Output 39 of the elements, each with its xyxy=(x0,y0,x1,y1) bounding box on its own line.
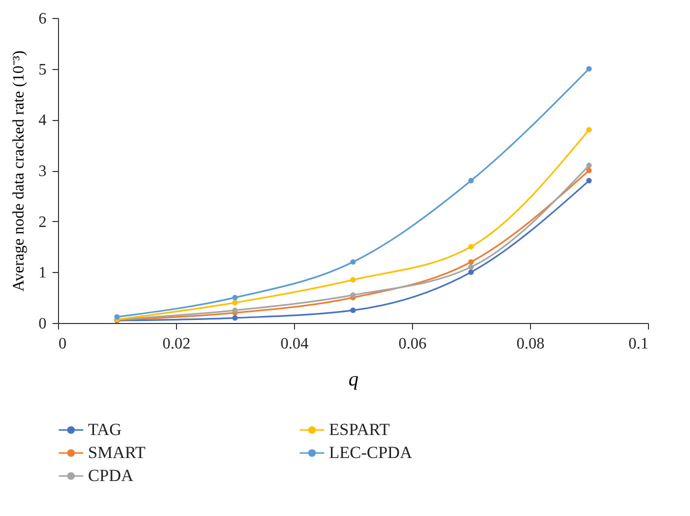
legend-label: CPDA xyxy=(88,466,134,485)
point xyxy=(586,168,592,174)
point xyxy=(468,244,474,250)
x-tick-label: 0.1 xyxy=(628,336,648,352)
point xyxy=(586,127,592,133)
y-tick-label: 2 xyxy=(38,214,46,231)
point xyxy=(468,178,474,184)
legend-label: SMART xyxy=(88,443,146,462)
y-tick-label: 0 xyxy=(38,316,46,332)
point xyxy=(350,292,356,298)
y-tick-label: 3 xyxy=(38,163,46,180)
point xyxy=(468,269,474,275)
y-tick-label: 4 xyxy=(38,112,46,130)
point xyxy=(232,315,238,321)
y-tick-label: 1 xyxy=(38,264,46,282)
point xyxy=(232,308,238,314)
x-axis-title: q xyxy=(348,368,358,390)
x-tick-label: 0.06 xyxy=(398,336,426,352)
point xyxy=(232,300,238,306)
point xyxy=(350,259,356,265)
legend-label: ESPART xyxy=(329,420,390,439)
point xyxy=(468,264,474,270)
x-tick-label: 0 xyxy=(58,336,66,352)
point xyxy=(350,277,356,283)
point xyxy=(114,314,120,320)
y-tick-label: 5 xyxy=(38,61,46,78)
point xyxy=(586,162,592,168)
y-axis-title: Average node data cracked rate (10⁻³) xyxy=(10,50,28,292)
point xyxy=(350,308,356,314)
y-tick-label: 6 xyxy=(38,10,46,28)
point xyxy=(232,294,238,300)
x-tick-label: 0.04 xyxy=(280,336,308,352)
x-tick-label: 0.08 xyxy=(516,336,544,352)
point xyxy=(586,66,592,72)
legend-label: TAG xyxy=(88,420,122,439)
point xyxy=(468,259,474,265)
x-tick-label: 0.02 xyxy=(162,336,190,352)
point xyxy=(586,178,592,184)
legend-label: LEC-CPDA xyxy=(329,443,413,462)
